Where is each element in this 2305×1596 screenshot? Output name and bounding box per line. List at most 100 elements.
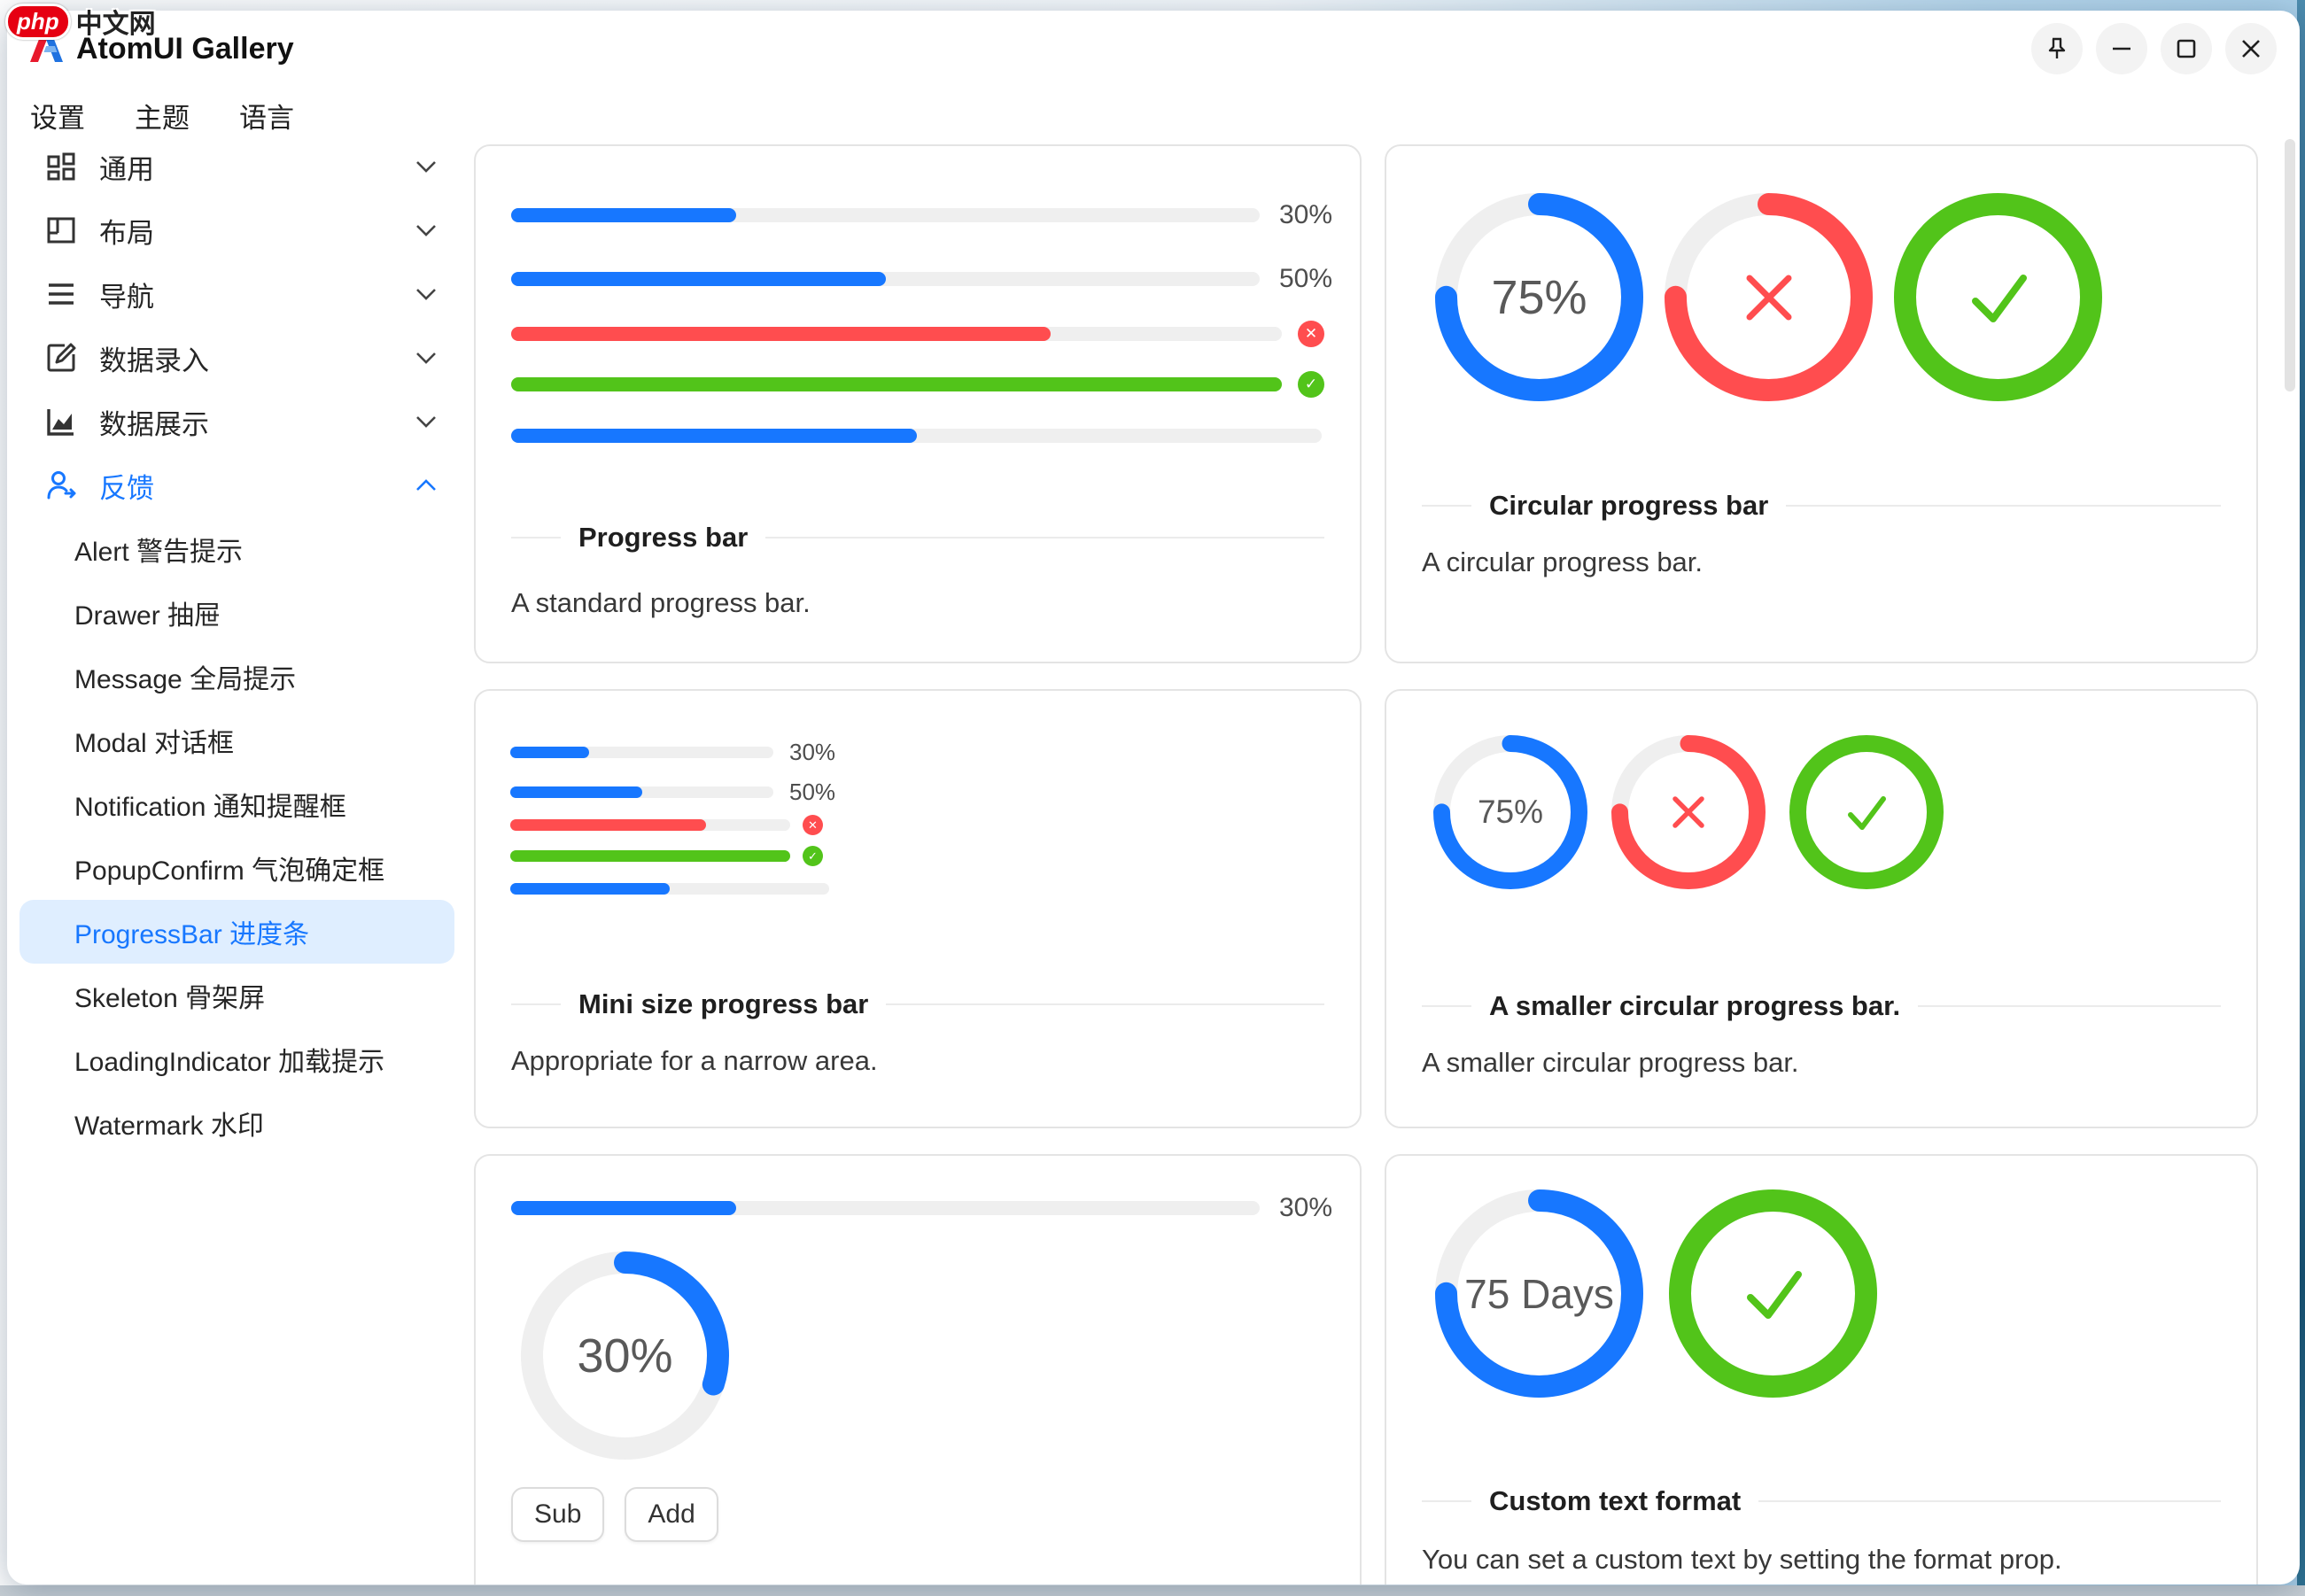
sidebar-item-progressbar-selected[interactable]: ProgressBar 进度条 <box>19 900 454 964</box>
sidebar: 通用 布局 导航 <box>7 135 463 1584</box>
progress-row: ✓ <box>510 846 823 866</box>
sidebar-item-data-display[interactable]: 数据展示 <box>7 390 463 453</box>
card-title-text: Circular progress bar <box>1489 490 1769 521</box>
sidebar-item-feedback[interactable]: 反馈 <box>7 453 463 517</box>
menu-language[interactable]: 语言 <box>239 103 294 134</box>
maximize-icon <box>2177 39 2196 58</box>
button-group: Sub Add <box>511 1487 718 1542</box>
progress-track <box>511 272 1260 286</box>
sidebar-item-message[interactable]: Message 全局提示 <box>74 665 297 694</box>
sidebar-item-label: 数据展示 <box>99 408 209 440</box>
card-title-text: Progress bar <box>578 522 749 553</box>
sidebar-item-general[interactable]: 通用 <box>7 135 463 198</box>
card-title: Custom text format <box>1422 1485 2221 1517</box>
apps-icon <box>47 152 75 181</box>
sidebar-item-loadingindicator[interactable]: LoadingIndicator 加载提示 <box>74 1048 385 1077</box>
sidebar-item-modal[interactable]: Modal 对话框 <box>74 729 235 758</box>
progress-track <box>510 850 790 862</box>
sidebar-item-label: 数据录入 <box>99 345 209 376</box>
progress-track <box>510 819 790 831</box>
sidebar-item-watermark[interactable]: Watermark 水印 <box>74 1112 264 1141</box>
circle-custom-text: 75 Days <box>1464 1270 1614 1317</box>
card-description: A standard progress bar. <box>511 587 811 618</box>
sidebar-item-label: 反馈 <box>99 472 154 504</box>
sidebar-item-layout[interactable]: 布局 <box>7 198 463 262</box>
progress-fill <box>511 1201 736 1215</box>
progress-track <box>511 1201 1260 1215</box>
maximize-button[interactable] <box>2161 23 2212 74</box>
close-button[interactable] <box>2225 23 2277 74</box>
circular-progress-success <box>1669 1189 1877 1398</box>
progress-row: 30% <box>511 200 1332 230</box>
circle-group: 75% <box>1435 193 2102 401</box>
scrollbar-thumb[interactable] <box>2285 139 2295 391</box>
progress-row: ✕ <box>511 321 1324 347</box>
sidebar-item-label: 布局 <box>99 217 154 249</box>
app-window: AtomUI Gallery <box>7 11 2300 1584</box>
success-check-icon <box>1894 193 2102 401</box>
success-badge-icon: ✓ <box>803 846 823 866</box>
circle-group: 75% <box>1433 735 1944 889</box>
progress-track <box>510 747 773 758</box>
sidebar-item-drawer[interactable]: Drawer 抽屉 <box>74 601 221 631</box>
card-title: Mini size progress bar <box>511 988 1324 1020</box>
chevron-down-icon <box>416 416 436 428</box>
sidebar-item-label: 导航 <box>99 281 154 313</box>
menu-theme[interactable]: 主题 <box>135 103 190 134</box>
progress-row: 30% <box>510 739 835 766</box>
feedback-user-icon <box>47 471 76 500</box>
progress-track <box>511 429 1322 443</box>
progress-fill <box>511 272 886 286</box>
card-title-text: Mini size progress bar <box>578 988 869 1019</box>
chevron-up-icon <box>416 479 436 491</box>
progress-label: 50% <box>1279 264 1333 293</box>
circular-progress-ring <box>1433 735 1587 889</box>
card-description: A circular progress bar. <box>1422 546 1704 577</box>
card-interactive-progress: 30% 30% Sub Add <box>474 1154 1362 1584</box>
window-controls <box>2031 23 2277 74</box>
sidebar-item-label: 通用 <box>99 153 154 185</box>
sidebar-item-notification[interactable]: Notification 通知提醒框 <box>74 793 346 822</box>
error-badge-icon: ✕ <box>803 815 823 835</box>
progress-row: ✕ <box>510 815 823 835</box>
pin-button[interactable] <box>2031 23 2083 74</box>
minimize-button[interactable] <box>2096 23 2147 74</box>
progress-track <box>511 377 1282 391</box>
sidebar-item-skeleton[interactable]: Skeleton 骨架屏 <box>74 984 266 1013</box>
chart-icon <box>47 409 74 436</box>
card-small-circular: 75% <box>1385 689 2258 1128</box>
pin-icon <box>2048 37 2066 58</box>
circular-progress-ring <box>1435 1189 1643 1398</box>
progress-fill <box>511 377 1282 391</box>
progress-fill <box>510 850 790 862</box>
progress-track <box>510 883 829 895</box>
error-x-icon <box>1611 735 1766 889</box>
sidebar-item-alert[interactable]: Alert 警告提示 <box>74 538 244 567</box>
desktop-background-right <box>2297 0 2305 1596</box>
circle-percent-text: 30% <box>577 1329 673 1383</box>
success-check-icon <box>1789 735 1944 889</box>
sidebar-item-data-entry[interactable]: 数据录入 <box>7 326 463 390</box>
success-check-icon <box>1669 1189 1877 1398</box>
add-button[interactable]: Add <box>625 1487 718 1542</box>
card-title-text: A smaller circular progress bar. <box>1489 990 1901 1021</box>
circular-progress-success <box>1894 193 2102 401</box>
sidebar-item-popupconfirm[interactable]: PopupConfirm 气泡确定框 <box>74 856 385 886</box>
sub-button[interactable]: Sub <box>511 1487 605 1542</box>
progress-row: 30% <box>511 1193 1332 1223</box>
circular-progress-75: 75% <box>1433 735 1587 889</box>
title-bar[interactable]: AtomUI Gallery <box>7 11 2300 85</box>
circular-progress-30: 30% <box>521 1251 729 1460</box>
chevron-down-icon <box>416 353 436 364</box>
chevron-down-icon <box>416 289 436 300</box>
card-title: A smaller circular progress bar. <box>1422 990 2221 1022</box>
card-custom-text: 75 Days Custom text format You can set a… <box>1385 1154 2258 1584</box>
sidebar-item-navigation[interactable]: 导航 <box>7 262 463 326</box>
progress-fill <box>510 883 670 895</box>
error-x-icon <box>1665 193 1873 401</box>
card-title-text: Custom text format <box>1489 1485 1742 1516</box>
desktop-background-bottom <box>0 1585 2305 1596</box>
menu-settings[interactable]: 设置 <box>30 103 85 134</box>
progress-fill <box>510 747 590 758</box>
circular-progress-ring <box>1611 735 1766 889</box>
